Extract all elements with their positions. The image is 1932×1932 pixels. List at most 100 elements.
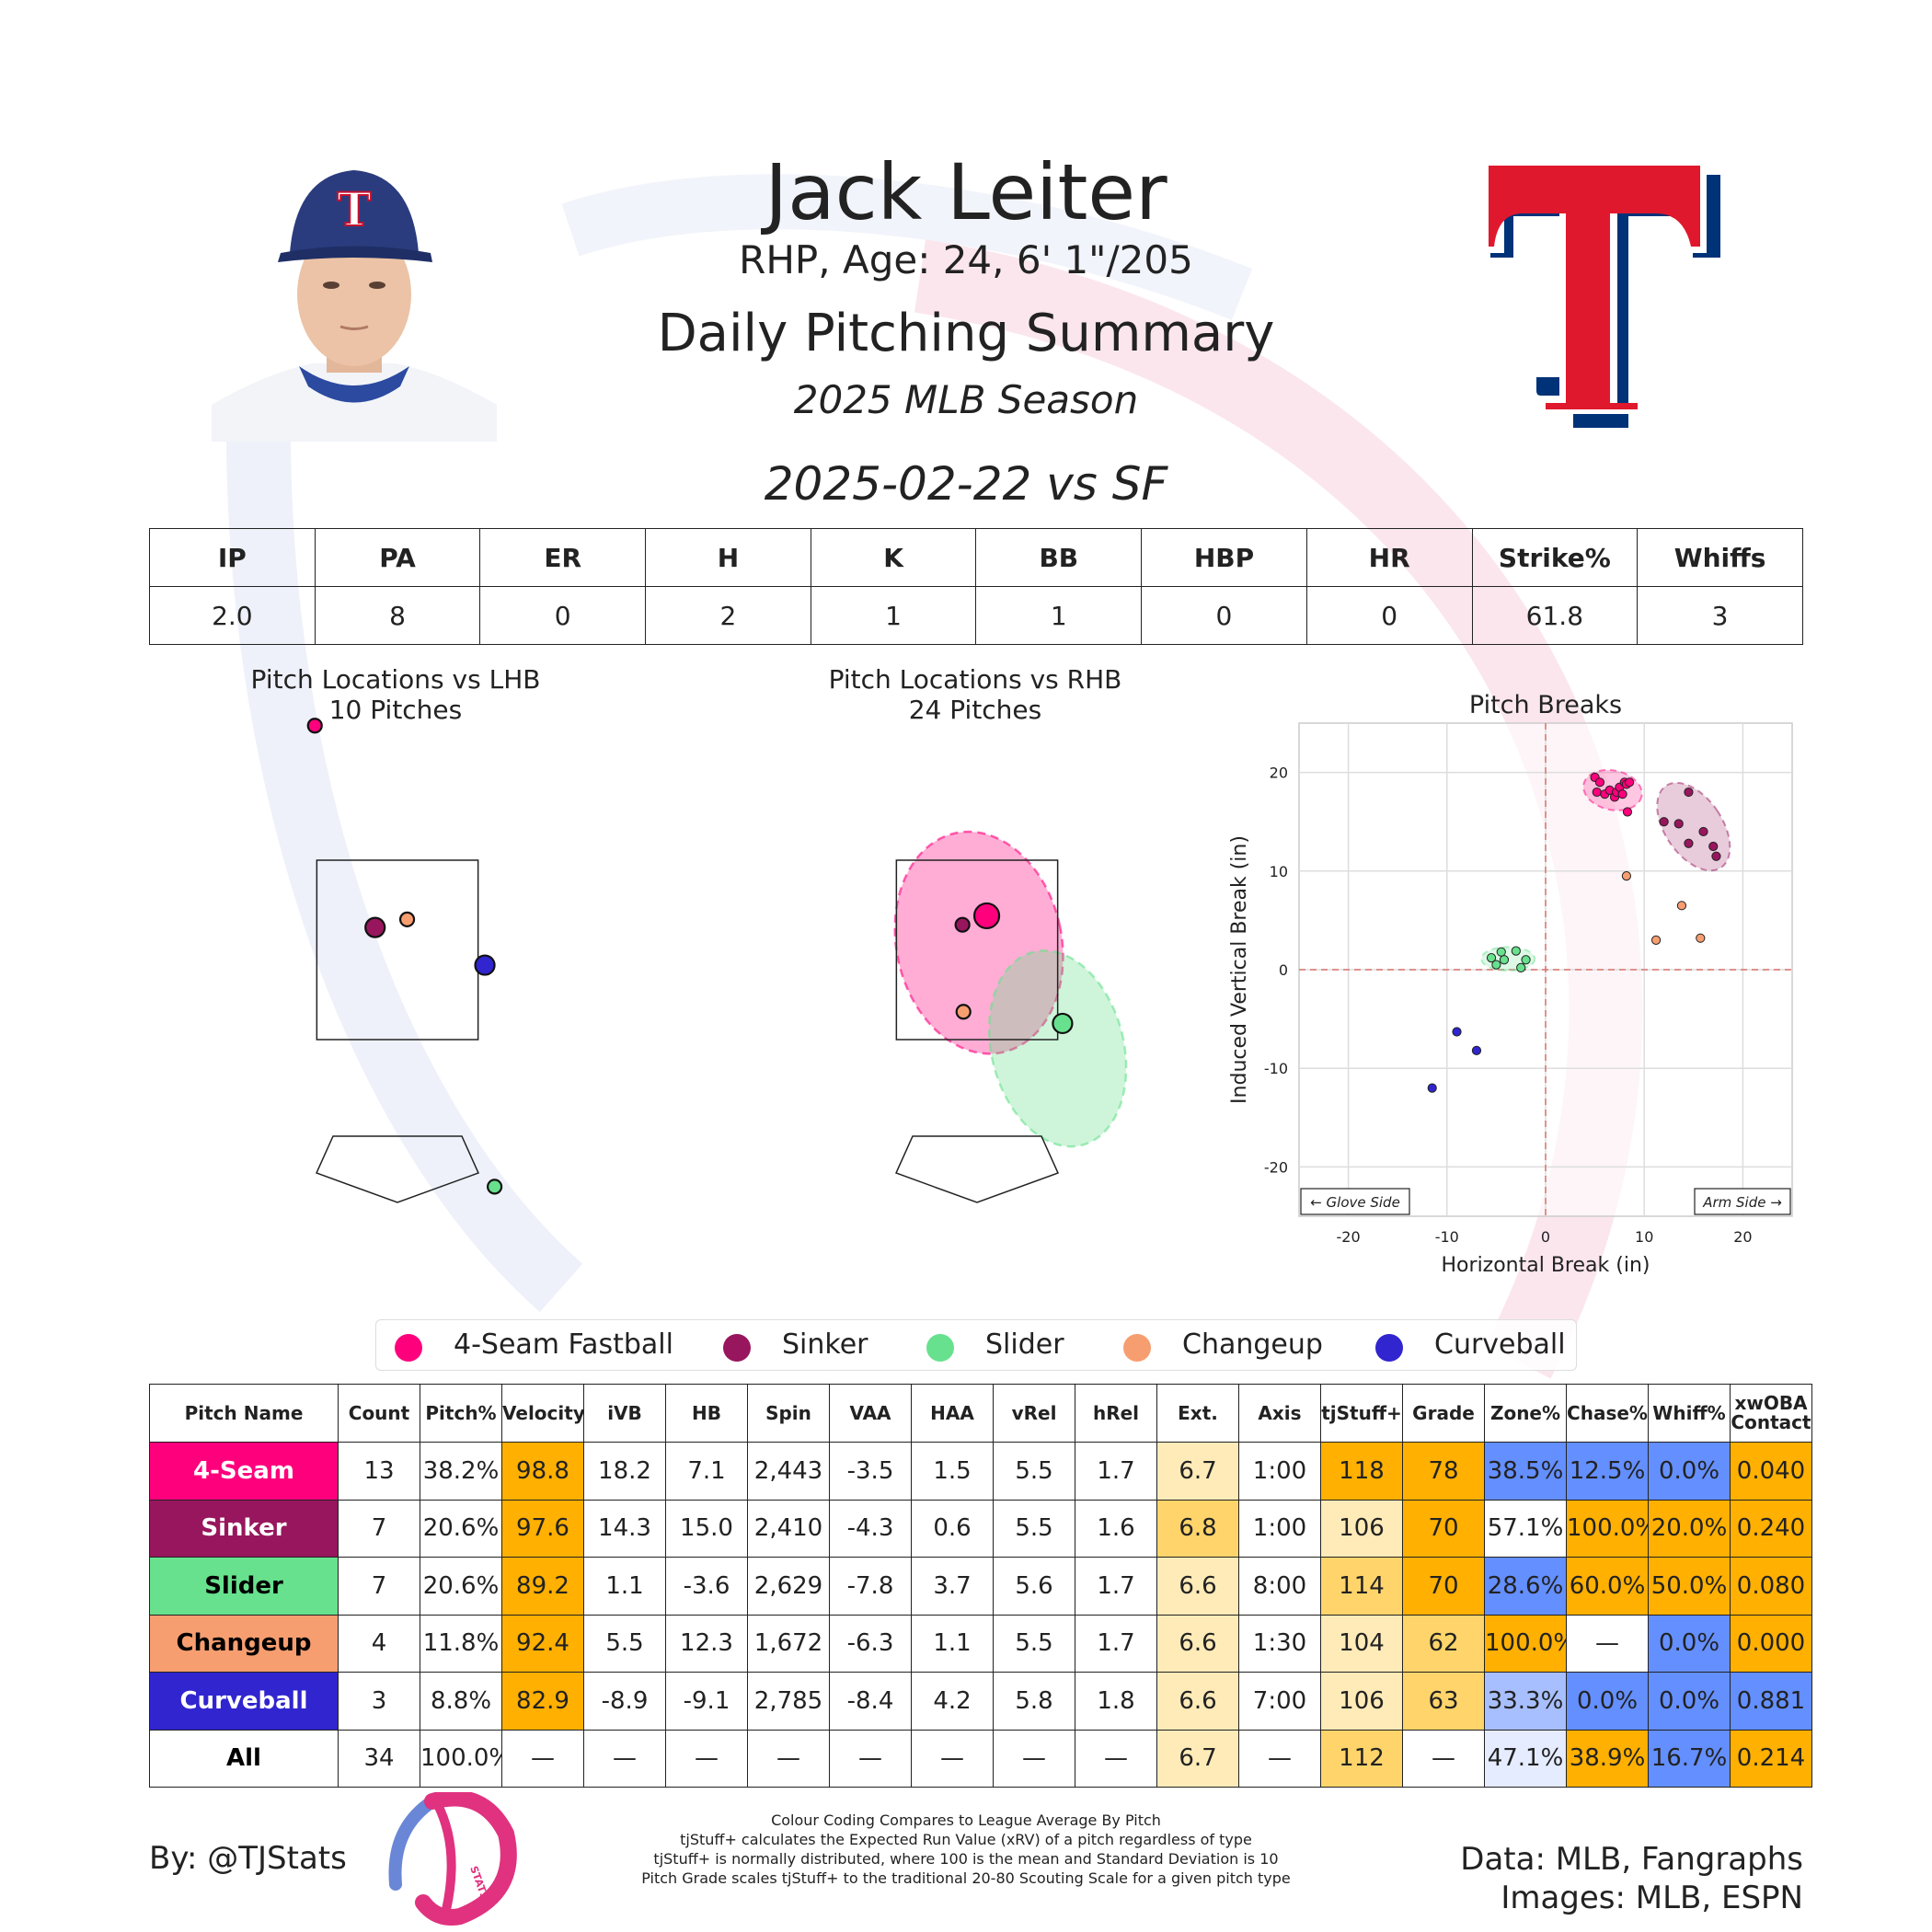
pitch-metric-cell: -4.3 <box>829 1499 912 1558</box>
pitch-metric-cell: 100.0% <box>1484 1614 1567 1673</box>
chart-title: Pitch Locations vs LHB <box>251 664 541 695</box>
note-line: tjStuff+ calculates the Expected Run Val… <box>680 1831 1252 1848</box>
images-source: Images: MLB, ESPN <box>1501 1880 1803 1916</box>
pitch-metric-cell: 82.9 <box>501 1672 584 1731</box>
pitch-metric-cell: -8.4 <box>829 1672 912 1731</box>
pitch-metric-cell: 11.8% <box>420 1614 502 1673</box>
legend-swatch <box>926 1334 954 1362</box>
x-tick-label: -10 <box>1435 1228 1459 1246</box>
y-tick-label: -10 <box>1264 1060 1288 1077</box>
legend-label: 4-Seam Fastball <box>454 1328 673 1361</box>
stat-header-cell: BB <box>975 528 1143 587</box>
pitch-metric-cell: 78 <box>1402 1442 1485 1501</box>
pitch-table-header-cell: Whiff% <box>1648 1384 1731 1443</box>
pitch-table-header-cell: Ext. <box>1156 1384 1239 1443</box>
pitch-metric-cell: 114 <box>1320 1557 1403 1616</box>
pitch-metric-cell: -3.6 <box>665 1557 748 1616</box>
pitch-metric-cell: 0.0% <box>1566 1672 1649 1731</box>
break-point <box>1696 933 1706 943</box>
pitch-metric-cell: 0.0% <box>1648 1672 1731 1731</box>
stat-value-cell: 0 <box>1305 586 1473 645</box>
pitch-metric-cell: 2,443 <box>747 1442 830 1501</box>
pitch-metric-cell: 38.2% <box>420 1442 502 1501</box>
player-name: Jack Leiter <box>765 147 1167 237</box>
pitch-table-header-row: Pitch Name Count Pitch% Velocity iVB HB Spin VA… <box>149 1384 1812 1443</box>
y-axis-label: Induced Vertical Break (in) <box>1228 835 1251 1104</box>
stat-header-cell: HR <box>1305 528 1473 587</box>
y-tick-label: -20 <box>1264 1158 1288 1176</box>
pitch-table-row: Slider 7 20.6% 89.2 1.1 -3.6 2,629 -7.8 3.7 5.6 1.… <box>149 1557 1812 1616</box>
stat-value-cell: 0 <box>479 586 647 645</box>
pitch-name-cell: Changeup <box>149 1614 339 1673</box>
pitch-metric-cell: — <box>583 1729 666 1788</box>
break-point <box>1491 960 1501 970</box>
pitch-legend: 4-Seam Fastball Sinker Slider Changeup Curve… <box>375 1319 1577 1371</box>
pitch-table-header-cell: VAA <box>829 1384 912 1443</box>
stat-value-cell: 61.8 <box>1471 586 1639 645</box>
pitch-metric-cell: 0.080 <box>1730 1557 1812 1616</box>
legend-label: Slider <box>985 1328 1064 1361</box>
note-line: tjStuff+ is normally distributed, where … <box>653 1850 1279 1868</box>
pitch-metric-cell: 8:00 <box>1238 1557 1321 1616</box>
y-tick-label: 20 <box>1270 765 1288 782</box>
break-point <box>1673 819 1684 829</box>
pitch-table-header-cell: xwOBA Contact <box>1730 1384 1812 1443</box>
player-info: RHP, Age: 24, 6' 1"/205 <box>739 237 1193 282</box>
pitch-table-header-cell: Spin <box>747 1384 830 1443</box>
pitch-metric-cell: 8.8% <box>420 1672 502 1731</box>
pitch-metric-cell: 5.6 <box>993 1557 1075 1616</box>
pitch-point <box>487 1179 503 1195</box>
break-point <box>1676 901 1687 911</box>
arm-side-label: Arm Side → <box>1702 1194 1782 1211</box>
pitch-metric-cell: 100.0% <box>1566 1499 1649 1558</box>
stat-value-cell: 3 <box>1637 586 1803 645</box>
chart-subtitle: 24 Pitches <box>909 695 1042 725</box>
pitch-metric-cell: 89.2 <box>501 1557 584 1616</box>
legend-swatch <box>395 1334 422 1362</box>
legend-label: Sinker <box>782 1328 868 1361</box>
pitch-metric-cell: 104 <box>1320 1614 1403 1673</box>
pitch-table-row: 4-Seam 13 38.2% 98.8 18.2 7.1 2,443 -3.5 1.5 5.5 1… <box>149 1442 1812 1501</box>
pitch-table-header-cell: iVB <box>583 1384 666 1443</box>
pitch-metric-cell: 50.0% <box>1648 1557 1731 1616</box>
pitch-point <box>364 916 386 938</box>
data-source: Data: MLB, Fangraphs <box>1460 1841 1803 1878</box>
arm-side-box <box>1694 1188 1791 1215</box>
break-point <box>1684 787 1694 798</box>
pitch-metric-cell: 1.1 <box>911 1614 994 1673</box>
pitch-metric-cell: 6.7 <box>1156 1729 1239 1788</box>
x-tick-label: 10 <box>1635 1228 1653 1246</box>
chart-title: Pitch Locations vs RHB <box>829 664 1122 695</box>
pitch-metric-cell: 7:00 <box>1238 1672 1321 1731</box>
pitch-metric-cell: -7.8 <box>829 1557 912 1616</box>
pitch-table-header-cell: HB <box>665 1384 748 1443</box>
pitch-metric-cell: 7.1 <box>665 1442 748 1501</box>
pitch-metric-cell: 0.6 <box>911 1499 994 1558</box>
x-axis-label: Horizontal Break (in) <box>1442 1254 1650 1277</box>
home-plate <box>315 1135 480 1203</box>
pitch-metric-cell: 5.8 <box>993 1672 1075 1731</box>
stat-value-cell: 1 <box>810 586 977 645</box>
pitch-metric-cell: — <box>993 1729 1075 1788</box>
break-point <box>1711 851 1721 861</box>
game-stats-header-row: IP PA ER H K BB HBP HR Strike% Whiffs <box>149 528 1803 587</box>
pitch-metric-cell: 18.2 <box>583 1442 666 1501</box>
stat-header-cell: HBP <box>1141 528 1307 587</box>
break-point <box>1622 807 1633 817</box>
strike-zone <box>895 859 1059 1041</box>
x-tick-label: -20 <box>1337 1228 1361 1246</box>
pitch-table-header-cell: Axis <box>1238 1384 1321 1443</box>
pitch-metric-cell: — <box>747 1729 830 1788</box>
break-point <box>1496 947 1506 957</box>
pitch-metric-cell: 38.5% <box>1484 1442 1567 1501</box>
stat-value-cell: 2.0 <box>149 586 316 645</box>
tjstats-logo: STATS <box>388 1792 517 1926</box>
break-point <box>1486 953 1497 963</box>
stat-header-cell: H <box>645 528 811 587</box>
legend-label: Changeup <box>1182 1328 1323 1361</box>
game-stats-value-row: 2.0 8 0 2 1 1 0 0 61.8 3 <box>149 586 1803 645</box>
pitch-metric-cell: 1:00 <box>1238 1442 1321 1501</box>
pitch-point <box>474 954 496 976</box>
